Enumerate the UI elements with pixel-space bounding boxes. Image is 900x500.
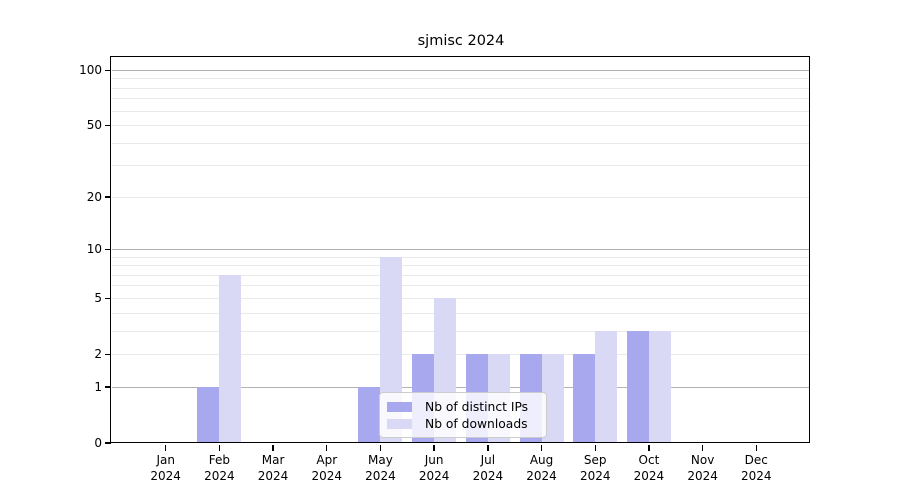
legend-label: Nb of distinct IPs: [425, 400, 529, 414]
legend-swatch-distinct-ips: [387, 402, 412, 412]
x-axis-tick-label: Sep 2024: [579, 453, 611, 483]
gridline-minor: [112, 353, 810, 355]
y-axis-tick-label: 5: [94, 291, 102, 306]
y-axis-tick-label: 20: [86, 190, 102, 205]
x-axis-tick-label: Jul 2024: [472, 453, 504, 483]
x-tick-mark: [648, 444, 650, 451]
gridline-minor: [112, 330, 810, 332]
y-tick-mark: [104, 353, 111, 355]
gridline-minor: [112, 78, 810, 80]
x-axis-tick-label: Apr 2024: [311, 453, 343, 483]
x-axis-tick-label: Jan 2024: [150, 453, 181, 483]
y-tick-mark: [104, 248, 111, 251]
y-axis-tick-label: 10: [86, 242, 102, 257]
bar-downloads-feb: [219, 275, 242, 443]
legend: Nb of distinct IPs Nb of downloads: [379, 392, 547, 438]
y-axis-tick-label: 1: [94, 380, 102, 395]
gridline-minor: [112, 256, 810, 258]
x-tick-mark: [540, 444, 543, 451]
y-tick-mark: [104, 196, 111, 198]
chart-title: sjmisc 2024: [417, 33, 505, 49]
y-axis-tick-label: 0: [94, 436, 102, 450]
legend-item: Nb of distinct IPs: [387, 399, 538, 415]
x-axis-tick-label: Nov 2024: [687, 453, 718, 483]
bar-distinct-ips-oct: [626, 331, 649, 443]
gridline-major: [112, 386, 810, 388]
x-tick-mark: [487, 444, 489, 451]
x-tick-mark: [379, 444, 382, 451]
bar-distinct-ips-may: [358, 387, 381, 443]
x-axis-tick-label: May 2024: [365, 453, 396, 483]
gridline-minor: [112, 98, 810, 100]
plot-area: [112, 58, 810, 443]
legend-swatch-downloads: [387, 419, 412, 429]
bar-downloads-oct: [648, 331, 671, 443]
x-axis-tick-label: Dec 2024: [741, 453, 772, 483]
bar-distinct-ips-sep: [573, 354, 596, 443]
x-tick-mark: [433, 444, 435, 451]
gridline-minor: [112, 124, 810, 126]
gridline-major: [112, 69, 810, 71]
bar-downloads-aug: [541, 354, 564, 443]
y-axis-tick-label: 2: [94, 347, 102, 362]
gridline-minor: [112, 312, 810, 314]
bar-downloads-sep: [595, 331, 618, 443]
x-tick-mark: [594, 444, 596, 451]
gridline-minor: [112, 87, 810, 89]
x-tick-mark: [755, 444, 757, 451]
gridline-minor: [112, 265, 810, 267]
y-tick-mark: [104, 297, 111, 299]
x-axis-tick-label: Mar 2024: [257, 453, 289, 483]
gridline-minor: [112, 297, 810, 299]
x-tick-mark: [164, 444, 167, 451]
y-tick-mark: [104, 69, 111, 71]
x-tick-mark: [326, 444, 328, 451]
gridline-minor: [112, 165, 810, 167]
gridline-major: [112, 248, 810, 250]
x-tick-mark: [701, 444, 704, 451]
gridline-minor: [112, 142, 810, 144]
x-axis-tick-label: Oct 2024: [633, 453, 665, 483]
y-axis-tick-label: 50: [86, 118, 102, 133]
x-tick-mark: [272, 444, 274, 451]
x-axis-tick-label: Feb 2024: [204, 453, 235, 483]
legend-item: Nb of downloads: [387, 416, 538, 432]
y-tick-mark: [104, 442, 111, 444]
y-tick-mark: [104, 124, 111, 127]
gridline-minor: [112, 285, 810, 287]
x-axis-tick-label: Aug 2024: [526, 453, 557, 483]
gridline-minor: [112, 274, 810, 276]
x-tick-mark: [218, 444, 221, 451]
legend-label: Nb of downloads: [425, 417, 528, 431]
y-axis-tick-label: 100: [79, 63, 102, 78]
gridline-minor: [112, 110, 810, 112]
y-tick-mark: [104, 386, 111, 388]
bar-distinct-ips-feb: [197, 387, 220, 443]
x-axis-tick-label: Jun 2024: [418, 453, 450, 483]
gridline-minor: [112, 196, 810, 198]
